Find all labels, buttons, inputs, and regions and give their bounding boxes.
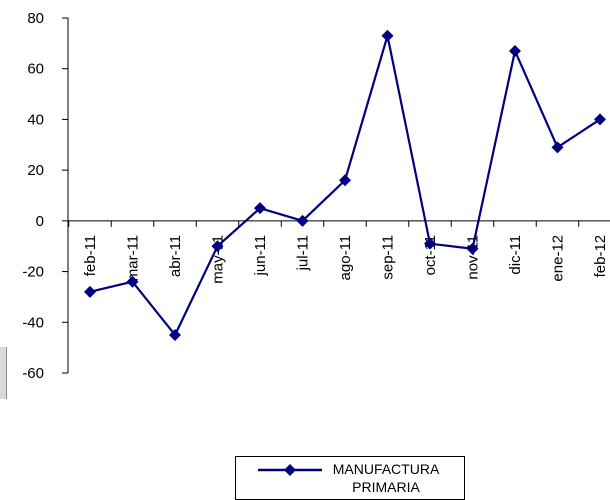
y-tick-label: -40 <box>22 314 44 331</box>
x-axis: feb-11 mar-11 abr-11 may-11 jun-11 jul-11 ago-… <box>68 220 610 284</box>
data-point-marker <box>211 240 224 253</box>
y-tick-label: 80 <box>27 10 44 27</box>
data-point-marker <box>424 237 436 250</box>
data-point-marker <box>84 285 96 298</box>
data-point-marker <box>466 242 479 255</box>
x-category-label: mar-11 <box>125 235 142 281</box>
y-axis: 80 60 40 20 0 -20 -40 -60 <box>22 10 69 382</box>
y-tick-label: 40 <box>27 111 44 128</box>
x-category-label: nov-11 <box>465 235 482 280</box>
x-category-label: ene-12 <box>550 235 567 282</box>
series-points <box>84 29 606 341</box>
y-tick-label: 60 <box>27 61 44 78</box>
y-tick-label: 0 <box>36 213 44 230</box>
y-tick-label: -60 <box>22 365 44 382</box>
data-point-marker <box>381 29 394 42</box>
x-category-label: ago-11 <box>337 235 354 281</box>
x-category-label: jul-11 <box>295 235 312 272</box>
data-point-marker <box>126 275 139 288</box>
x-category-label: feb-11 <box>82 235 99 276</box>
x-category-label: dic-11 <box>507 235 524 275</box>
legend-swatch-icon <box>258 464 322 476</box>
x-category-label: jun-11 <box>252 235 269 277</box>
data-point-marker <box>594 113 606 126</box>
x-category-label: feb-12 <box>592 235 609 278</box>
y-tick-label: 20 <box>27 162 44 179</box>
legend: MANUFACTURA PRIMARIA <box>235 456 465 500</box>
data-point-marker <box>169 328 181 341</box>
data-point-marker <box>296 214 309 227</box>
y-tick-label: -20 <box>22 264 44 281</box>
data-point-marker <box>509 44 521 57</box>
x-category-label: sep-11 <box>380 235 397 280</box>
x-category-label: abr-11 <box>167 235 184 277</box>
legend-label: MANUFACTURA PRIMARIA <box>332 461 440 495</box>
data-point-marker <box>551 141 564 154</box>
sheet-edge-marker <box>0 347 7 399</box>
data-point-marker <box>254 202 266 215</box>
data-point-marker <box>339 174 351 187</box>
